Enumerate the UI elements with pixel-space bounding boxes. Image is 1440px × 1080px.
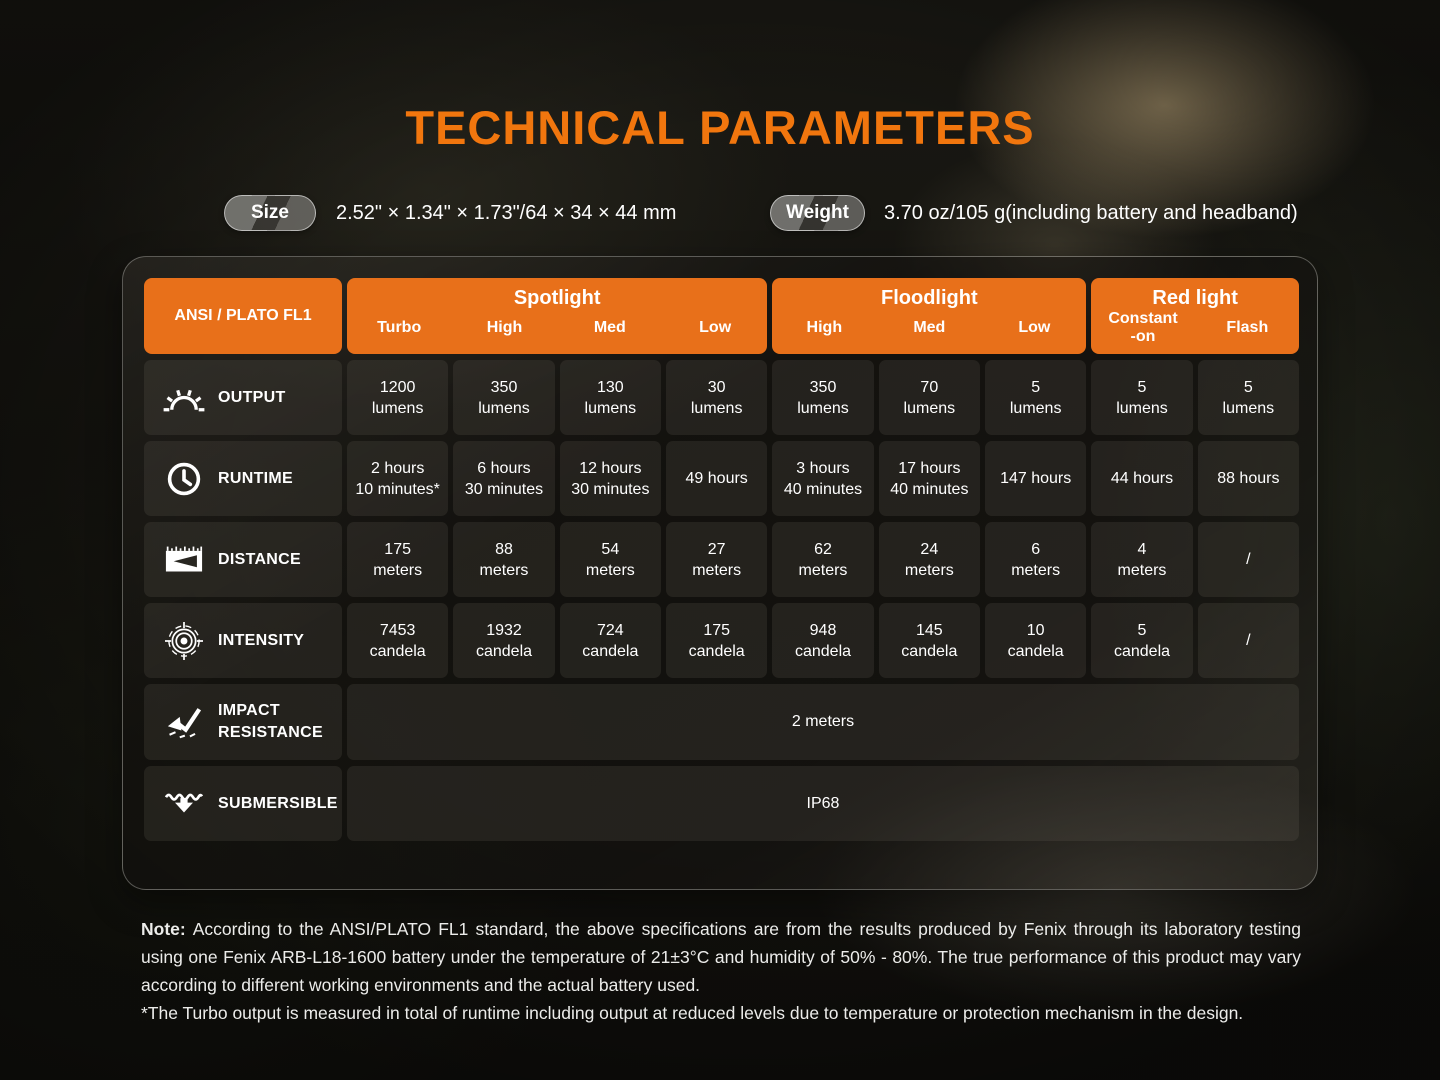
column-group-redlight: Red light Constant -on Flash — [1091, 278, 1299, 354]
output-spot-high: 350 lumens — [453, 360, 555, 435]
distance-spot-low: 27 meters — [666, 522, 768, 597]
distance-flood-low: 6 meters — [985, 522, 1087, 597]
size-value: 2.52" × 1.34" × 1.73"/64 × 34 × 44 mm — [336, 202, 677, 224]
distance-red-constant: 4 meters — [1091, 522, 1193, 597]
intensity-red-constant: 5 candela — [1091, 603, 1193, 678]
col-header-turbo: Turbo — [377, 319, 422, 337]
col-header-spot-med: Med — [593, 319, 626, 337]
runtime-spot-turbo: 2 hours 10 minutes* — [347, 441, 449, 516]
runtime-spot-high: 6 hours 30 minutes — [453, 441, 555, 516]
output-flood-high: 350 lumens — [772, 360, 874, 435]
runtime-flood-low: 147 hours — [985, 441, 1087, 516]
intensity-flood-med: 145 candela — [878, 603, 980, 678]
impact-arrow-icon — [158, 705, 210, 739]
runtime-red-flash: 88 hours — [1197, 441, 1299, 516]
submersible-value: IP68 — [347, 766, 1299, 841]
note-label: Note: — [141, 919, 186, 939]
output-spot-turbo: 1200 lumens — [347, 360, 449, 435]
col-header-spot-high: High — [486, 319, 523, 337]
group-title-spotlight: Spotlight — [513, 287, 601, 309]
submersible-water-icon — [158, 790, 210, 817]
page-title: TECHNICAL PARAMETERS — [405, 101, 1035, 154]
row-header-intensity: INTENSITY — [144, 603, 342, 678]
row-label-distance: DISTANCE — [218, 550, 301, 568]
intensity-red-flash: / — [1197, 603, 1299, 678]
footnote-block: Note: According to the ANSI/PLATO FL1 sta… — [141, 915, 1301, 1027]
turbo-footnote: *The Turbo output is measured in total o… — [141, 1003, 1244, 1023]
runtime-spot-med: 12 hours 30 minutes — [559, 441, 661, 516]
distance-flood-high: 62 meters — [772, 522, 874, 597]
row-label-impact-resistance: IMPACT RESISTANCE — [218, 702, 323, 741]
distance-spot-turbo: 175 meters — [347, 522, 449, 597]
column-group-spotlight: Spotlight Turbo High Med Low — [347, 278, 768, 354]
runtime-spot-low: 49 hours — [666, 441, 768, 516]
column-group-floodlight: Floodlight High Med Low — [772, 278, 1087, 354]
target-intensity-icon — [158, 621, 210, 660]
weight-badge: Weight — [770, 195, 865, 231]
spec-panel: ANSI / PLATO FL1 Spotlight Turbo High Me… — [122, 256, 1318, 890]
spec-table: ANSI / PLATO FL1 Spotlight Turbo High Me… — [144, 278, 1299, 841]
intensity-spot-high: 1932 candela — [453, 603, 555, 678]
note-paragraph: Note: According to the ANSI/PLATO FL1 sta… — [141, 915, 1301, 999]
row-header-impact-resistance: IMPACT RESISTANCE — [144, 684, 342, 760]
output-spot-med: 130 lumens — [559, 360, 661, 435]
runtime-flood-high: 3 hours 40 minutes — [772, 441, 874, 516]
size-badge-label: Size — [250, 202, 290, 223]
row-header-runtime: RUNTIME — [144, 441, 342, 516]
col-header-flood-high: High — [806, 319, 843, 337]
col-header-spot-low: Low — [699, 319, 732, 337]
row-label-runtime: RUNTIME — [218, 469, 293, 487]
distance-spot-med: 54 meters — [559, 522, 661, 597]
col-header-constant-on: Constant -on — [1108, 310, 1178, 345]
beam-distance-icon — [158, 544, 210, 575]
row-label-output: OUTPUT — [218, 388, 286, 406]
distance-spot-high: 88 meters — [453, 522, 555, 597]
impact-resistance-value: 2 meters — [347, 684, 1299, 760]
output-spot-low: 30 lumens — [666, 360, 768, 435]
intensity-flood-low: 10 candela — [985, 603, 1087, 678]
clock-icon — [158, 461, 210, 497]
group-title-floodlight: Floodlight — [881, 287, 978, 309]
row-header-submersible: SUBMERSIBLE — [144, 766, 342, 841]
row-header-output: OUTPUT — [144, 360, 342, 435]
intensity-flood-high: 948 candela — [772, 603, 874, 678]
distance-flood-med: 24 meters — [878, 522, 980, 597]
output-flood-low: 5 lumens — [985, 360, 1087, 435]
weight-value: 3.70 oz/105 g(including battery and head… — [884, 202, 1298, 224]
runtime-red-constant: 44 hours — [1091, 441, 1193, 516]
row-header-distance: DISTANCE — [144, 522, 342, 597]
size-badge: Size — [224, 195, 316, 231]
output-red-constant: 5 lumens — [1091, 360, 1193, 435]
col-header-flood-med: Med — [913, 319, 946, 337]
intensity-spot-med: 724 candela — [559, 603, 661, 678]
output-red-flash: 5 lumens — [1197, 360, 1299, 435]
row-label-intensity: INTENSITY — [218, 631, 305, 649]
intensity-spot-low: 175 candela — [666, 603, 768, 678]
row-label-submersible: SUBMERSIBLE — [218, 794, 338, 812]
runtime-flood-med: 17 hours 40 minutes — [878, 441, 980, 516]
note-text: According to the ANSI/PLATO FL1 standard… — [141, 919, 1301, 995]
weight-badge-label: Weight — [786, 202, 849, 223]
distance-red-flash: / — [1197, 522, 1299, 597]
intensity-spot-turbo: 7453 candela — [347, 603, 449, 678]
brightness-sun-icon — [158, 382, 210, 413]
table-corner-header: ANSI / PLATO FL1 — [144, 278, 342, 354]
output-flood-med: 70 lumens — [878, 360, 980, 435]
group-title-redlight: Red light — [1152, 287, 1238, 309]
col-header-flood-low: Low — [1018, 319, 1051, 337]
col-header-flash: Flash — [1226, 318, 1269, 336]
